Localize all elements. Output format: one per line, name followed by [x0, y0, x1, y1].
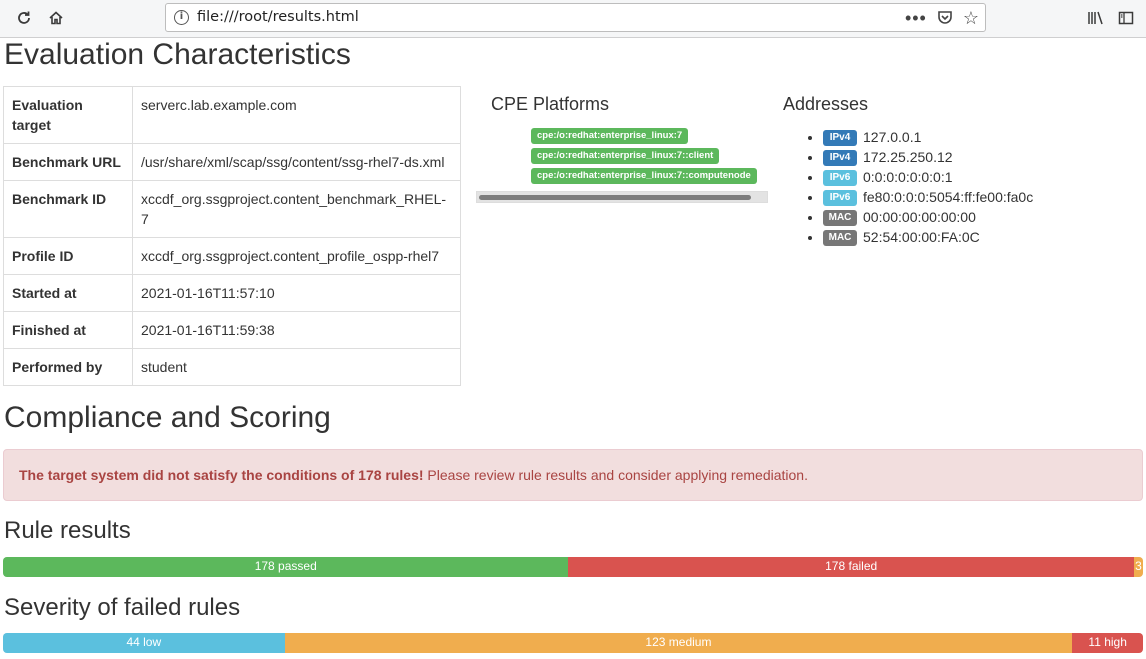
addresses-title: Addresses: [783, 94, 869, 114]
cpe-list: cpe:/o:redhat:enterprise_linux:7 cpe:/o:…: [476, 127, 768, 187]
row-value: serverc.lab.example.com: [132, 86, 461, 144]
page-actions-icon[interactable]: •••: [904, 8, 927, 28]
address-type-badge: IPv4: [823, 130, 857, 147]
address-type-badge: IPv4: [823, 150, 857, 167]
scrollbar-thumb[interactable]: [479, 195, 751, 200]
cpe-label: cpe:/o:redhat:enterprise_linux:7::client: [531, 148, 720, 165]
library-icon[interactable]: [1084, 7, 1108, 29]
reload-icon[interactable]: [12, 7, 36, 29]
list-item: MAC 52:54:00:00:FA:0C: [823, 227, 1068, 247]
row-key: Benchmark URL: [3, 143, 133, 181]
addresses-panel: Addresses IPv4 127.0.0.1 IPv4 172.25.250.1…: [768, 86, 1068, 247]
list-item: IPv6 0:0:0:0:0:0:0:1: [823, 167, 1068, 187]
bookmark-star-icon[interactable]: ☆: [962, 8, 979, 28]
address-type-badge: MAC: [823, 210, 857, 227]
severity-progress: 44 low 123 medium 11 high: [3, 633, 1143, 653]
compliance-alert: The target system did not satisfy the co…: [3, 449, 1143, 501]
browser-toolbar: i file:///root/results.html ••• ☆: [0, 0, 1146, 38]
table-row: Profile ID xccdf_org.ssgproject.content_p…: [3, 237, 461, 275]
home-icon[interactable]: [44, 7, 68, 29]
high-bar: 11 high: [1072, 633, 1143, 653]
address-list: IPv4 127.0.0.1 IPv4 172.25.250.12 IPv6 0:0:…: [768, 127, 1068, 247]
list-item: cpe:/o:redhat:enterprise_linux:7: [531, 127, 768, 147]
rule-results-progress: 178 passed 178 failed 3: [3, 557, 1143, 577]
list-item: IPv4 172.25.250.12: [823, 147, 1068, 167]
url-bar[interactable]: i file:///root/results.html ••• ☆: [165, 3, 986, 32]
row-value: 2021-01-16T11:59:38: [132, 311, 461, 349]
row-value: /usr/share/xml/scap/ssg/content/ssg-rhel…: [132, 143, 461, 181]
address-type-badge: IPv6: [823, 190, 857, 207]
row-value: xccdf_org.ssgproject.content_benchmark_R…: [132, 180, 461, 238]
table-row: Benchmark URL/usr/share/xml/scap/ssg/con…: [3, 143, 461, 181]
medium-bar: 123 medium: [284, 633, 1073, 653]
address-value: fe80:0:0:0:5054:ff:fe00:fa0c: [863, 189, 1034, 205]
row-value: xccdf_org.ssgproject.content_profile_osp…: [132, 237, 461, 275]
row-value: student: [132, 348, 461, 386]
failed-bar: 178 failed: [568, 557, 1134, 577]
rule-results-heading: Rule results: [4, 517, 131, 544]
info-icon[interactable]: i: [174, 10, 189, 25]
row-key: Evaluation target: [3, 86, 133, 144]
row-key: Started at: [3, 274, 133, 312]
cpe-label: cpe:/o:redhat:enterprise_linux:7: [531, 128, 689, 145]
table-row: Evaluation target serverc.lab.example.com: [3, 86, 461, 144]
table-row: Benchmark ID xccdf_org.ssgproject.content…: [3, 180, 461, 238]
row-value: 2021-01-16T11:57:10: [132, 274, 461, 312]
table-row: Finished at 2021-01-16T11:59:38: [3, 311, 461, 349]
severity-heading: Severity of failed rules: [4, 594, 241, 621]
cpe-label: cpe:/o:redhat:enterprise_linux:7::comput…: [531, 168, 757, 185]
address-value: 52:54:00:00:FA:0C: [863, 229, 980, 245]
address-value: 172.25.250.12: [863, 149, 953, 165]
address-type-badge: IPv6: [823, 170, 857, 187]
row-key: Profile ID: [3, 237, 133, 275]
passed-bar: 178 passed: [3, 557, 569, 577]
list-item: cpe:/o:redhat:enterprise_linux:7::client: [531, 147, 768, 167]
address-type-badge: MAC: [823, 230, 857, 247]
horizontal-scrollbar[interactable]: [476, 191, 768, 203]
cpe-platforms-panel: CPE Platforms cpe:/o:redhat:enterprise_l…: [476, 86, 768, 203]
row-key: Performed by: [3, 348, 133, 386]
page-content: Evaluation Characteristics Evaluation ta…: [0, 38, 1146, 659]
list-item: IPv6 fe80:0:0:0:5054:ff:fe00:fa0c: [823, 187, 1068, 207]
row-key: Finished at: [3, 311, 133, 349]
address-value: 0:0:0:0:0:0:0:1: [863, 169, 953, 185]
table-row: Started at 2021-01-16T11:57:10: [3, 274, 461, 312]
sidebar-icon[interactable]: [1114, 7, 1138, 29]
alert-bold-text: The target system did not satisfy the co…: [19, 467, 424, 483]
row-key: Benchmark ID: [3, 180, 133, 238]
url-text[interactable]: file:///root/results.html: [197, 9, 359, 25]
list-item: cpe:/o:redhat:enterprise_linux:7::comput…: [531, 167, 768, 187]
cpe-platforms-title: CPE Platforms: [491, 94, 610, 114]
list-item: IPv4 127.0.0.1: [823, 127, 1068, 147]
low-bar: 44 low: [3, 633, 285, 653]
evaluation-heading: Evaluation Characteristics: [4, 38, 351, 71]
alert-text: Please review rule results and consider …: [423, 467, 808, 483]
table-row: Performed by student: [3, 348, 461, 386]
address-value: 127.0.0.1: [863, 129, 922, 145]
compliance-heading: Compliance and Scoring: [4, 401, 331, 434]
address-value: 00:00:00:00:00:00: [863, 209, 976, 225]
pocket-icon[interactable]: [937, 9, 953, 29]
list-item: MAC 00:00:00:00:00:00: [823, 207, 1068, 227]
characteristics-table: Evaluation target serverc.lab.example.com…: [3, 86, 461, 386]
other-bar: 3: [1133, 557, 1143, 577]
